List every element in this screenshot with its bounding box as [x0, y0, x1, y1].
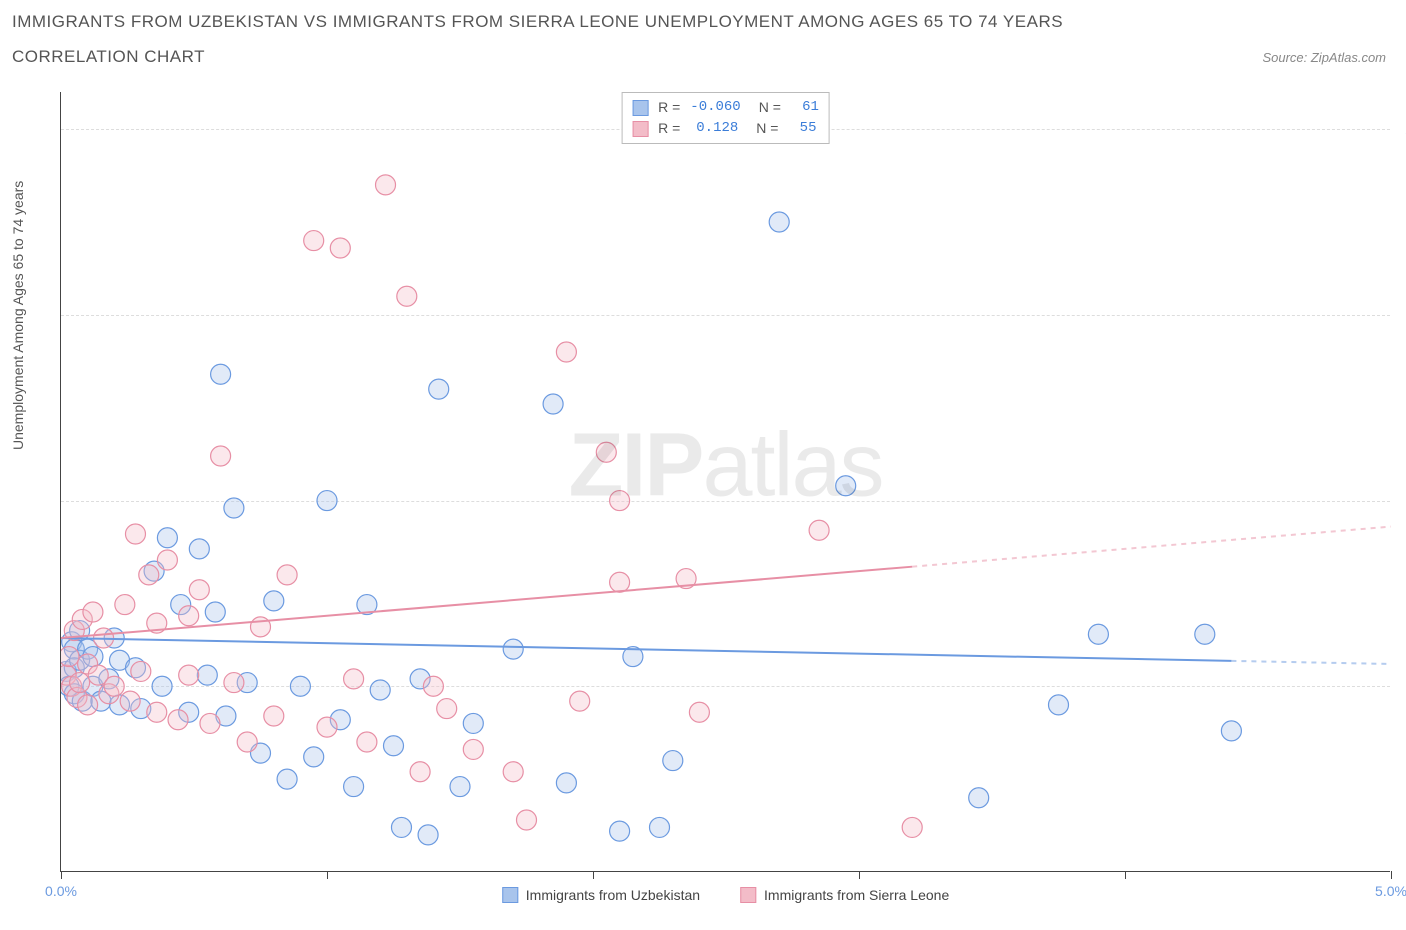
legend-swatch-series2	[632, 121, 648, 137]
legend-swatch-series1	[632, 100, 648, 116]
legend-n-label: N =	[756, 118, 778, 139]
chart-title-line1: IMMIGRANTS FROM UZBEKISTAN VS IMMIGRANTS…	[12, 8, 1394, 35]
x-tick	[61, 871, 62, 879]
x-tick	[859, 871, 860, 879]
legend-n-value-2: 55	[788, 118, 816, 139]
legend-row-series2: R = 0.128 N = 55	[632, 118, 819, 139]
legend-r-value-2: 0.128	[690, 118, 738, 139]
legend-r-label: R =	[658, 118, 680, 139]
trend-line-extension	[912, 527, 1391, 567]
trend-line	[61, 567, 912, 638]
x-tick	[1391, 871, 1392, 879]
x-tick	[327, 871, 328, 879]
source-label: Source: ZipAtlas.com	[1262, 50, 1386, 65]
legend-row-series1: R = -0.060 N = 61	[632, 97, 819, 118]
x-tick	[1125, 871, 1126, 879]
trend-lines-layer	[61, 92, 1391, 872]
x-tick	[593, 871, 594, 879]
x-tick-label: 5.0%	[1375, 883, 1406, 899]
legend-r-value-1: -0.060	[690, 97, 740, 118]
legend-bottom-swatch-2	[740, 887, 756, 903]
legend-n-label: N =	[759, 97, 781, 118]
x-tick-label: 0.0%	[45, 883, 77, 899]
series-legend: Immigrants from Uzbekistan Immigrants fr…	[502, 887, 949, 903]
legend-n-value-1: 61	[791, 97, 819, 118]
legend-item-series2: Immigrants from Sierra Leone	[740, 887, 949, 903]
legend-bottom-label-1: Immigrants from Uzbekistan	[526, 887, 700, 903]
trend-line	[61, 638, 1231, 661]
plot-area: R = -0.060 N = 61 R = 0.128 N = 55 ZIPat…	[60, 92, 1390, 872]
legend-item-series1: Immigrants from Uzbekistan	[502, 887, 700, 903]
chart-title-block: IMMIGRANTS FROM UZBEKISTAN VS IMMIGRANTS…	[12, 8, 1394, 70]
legend-r-label: R =	[658, 97, 680, 118]
legend-bottom-swatch-1	[502, 887, 518, 903]
chart-title-line2: CORRELATION CHART	[12, 43, 1394, 70]
y-axis-label: Unemployment Among Ages 65 to 74 years	[10, 181, 26, 450]
trend-line-extension	[1231, 661, 1391, 664]
legend-bottom-label-2: Immigrants from Sierra Leone	[764, 887, 949, 903]
correlation-legend: R = -0.060 N = 61 R = 0.128 N = 55	[621, 92, 830, 144]
